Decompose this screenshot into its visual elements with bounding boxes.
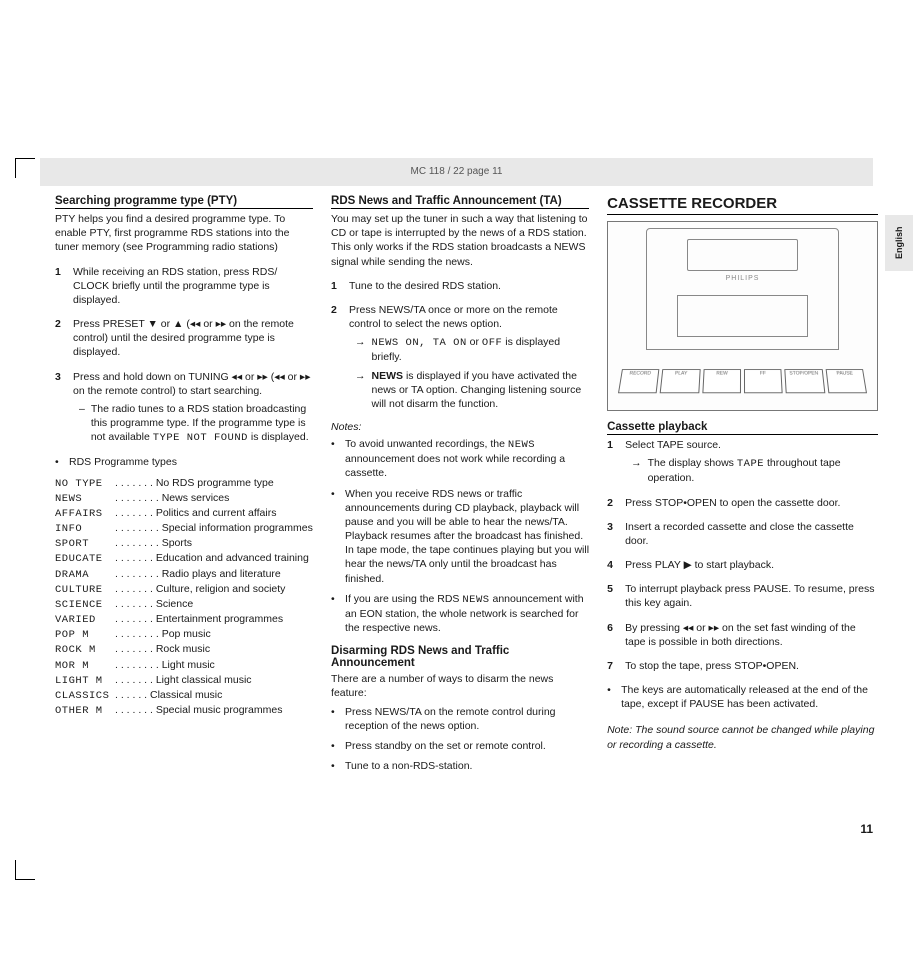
pty-step-3: 3 Press and hold down on TUNING ◂◂ or ▸▸… — [55, 370, 313, 446]
pty-step-2: 2 Press PRESET ▼ or ▲ (◂◂ or ▸▸ on the r… — [55, 317, 313, 360]
cassette-step-1: 1 Select TAPE source. The display shows … — [607, 438, 878, 486]
illus-button: PLAY — [660, 369, 700, 393]
step-substep: The radio tunes to a RDS station broadca… — [79, 402, 313, 446]
step-number: 3 — [55, 370, 65, 446]
rds-step-1: 1 Tune to the desired RDS station. — [331, 279, 589, 293]
page-number: 11 — [860, 822, 873, 836]
pty-row: DRAMA. . . . . . . . Radio plays and lit… — [55, 567, 313, 582]
step-text: Select TAPE source. The display shows TA… — [625, 438, 878, 486]
page-header: MC 118 / 22 page 11 — [40, 158, 873, 186]
device-illustration: PHILIPS RECORDPLAYREWFFSTOP/OPENPAUSE — [607, 221, 878, 411]
language-tab: English — [885, 215, 913, 271]
pty-row: VARIED. . . . . . . Entertainment progra… — [55, 612, 313, 627]
column-3: CASSETTE RECORDER PHILIPS RECORDPLAYREWF… — [607, 195, 878, 779]
cassette-bullet: The keys are automatically released at t… — [607, 683, 878, 711]
brand-label: PHILIPS — [726, 275, 760, 282]
cassette-step-5: 5 To interrupt playback press PAUSE. To … — [607, 582, 878, 610]
step-text: By pressing ◂◂ or ▸▸ on the set fast win… — [625, 621, 878, 649]
pty-row: NEWS. . . . . . . . News services — [55, 491, 313, 506]
step-text: Press and hold down on TUNING ◂◂ or ▸▸ (… — [73, 370, 313, 446]
pty-row: NO TYPE. . . . . . . No RDS programme ty… — [55, 476, 313, 491]
note-item: To avoid unwanted recordings, the NEWS a… — [331, 437, 589, 481]
rds-step-2: 2 Press NEWS/TA once or more on the remo… — [331, 303, 589, 411]
disarm-item: Press NEWS/TA on the remote control duri… — [331, 705, 589, 733]
pty-types-list: NO TYPE. . . . . . . No RDS programme ty… — [55, 476, 313, 719]
step-number: 2 — [331, 303, 341, 411]
pty-row: SPORT. . . . . . . . Sports — [55, 536, 313, 551]
step-number: 1 — [55, 265, 65, 308]
step-number: 2 — [607, 496, 617, 510]
pty-row: MOR M. . . . . . . . Light music — [55, 658, 313, 673]
cassette-note: Note: The sound source cannot be changed… — [607, 723, 878, 751]
crop-mark — [15, 860, 35, 880]
step-substep: The display shows TAPE throughout tape o… — [631, 456, 878, 485]
step-number: 4 — [607, 558, 617, 572]
cassette-step-6: 6 By pressing ◂◂ or ▸▸ on the set fast w… — [607, 621, 878, 649]
pty-row: OTHER M. . . . . . . Special music progr… — [55, 703, 313, 718]
step-number: 6 — [607, 621, 617, 649]
step-number: 1 — [607, 438, 617, 486]
pty-row: ROCK M. . . . . . . Rock music — [55, 642, 313, 657]
button-strip: RECORDPLAYREWFFSTOP/OPENPAUSE — [618, 369, 867, 393]
step-text: To stop the tape, press STOP•OPEN. — [625, 659, 878, 673]
note-item: If you are using the RDS NEWS announceme… — [331, 592, 589, 636]
illus-button: RECORD — [618, 369, 660, 393]
illus-button: REW — [702, 369, 741, 393]
step-text: Press PLAY ▶ to start playback. — [625, 558, 878, 572]
step-number: 1 — [331, 279, 341, 293]
cassette-step-2: 2 Press STOP•OPEN to open the cassette d… — [607, 496, 878, 510]
disarm-item: Tune to a non-RDS-station. — [331, 759, 589, 773]
step-number: 5 — [607, 582, 617, 610]
heading-pty: Searching programme type (PTY) — [55, 195, 313, 209]
rds-intro: You may set up the tuner in such a way t… — [331, 212, 589, 269]
pty-row: CLASSICS. . . . . . Classical music — [55, 688, 313, 703]
pty-step-1: 1 While receiving an RDS station, press … — [55, 265, 313, 308]
pty-row: EDUCATE. . . . . . . Education and advan… — [55, 551, 313, 566]
step-text: Press NEWS/TA once or more on the remote… — [349, 303, 589, 411]
step-substep: NEWS ON, TA ON or OFF is displayed brief… — [355, 335, 589, 364]
pty-row: POP M. . . . . . . . Pop music — [55, 627, 313, 642]
pty-row: SCIENCE. . . . . . . Science — [55, 597, 313, 612]
step-number: 7 — [607, 659, 617, 673]
notes-label: Notes: — [331, 421, 589, 433]
heading-rds-news: RDS News and Traffic Announcement (TA) — [331, 195, 589, 209]
step-text: While receiving an RDS station, press RD… — [73, 265, 313, 308]
step-number: 2 — [55, 317, 65, 360]
illus-button: PAUSE — [825, 369, 867, 393]
cassette-step-4: 4 Press PLAY ▶ to start playback. — [607, 558, 878, 572]
pty-row: LIGHT M. . . . . . . Light classical mus… — [55, 673, 313, 688]
pty-row: AFFAIRS. . . . . . . Politics and curren… — [55, 506, 313, 521]
step-text: To interrupt playback press PAUSE. To re… — [625, 582, 878, 610]
step-text: Press PRESET ▼ or ▲ (◂◂ or ▸▸ on the rem… — [73, 317, 313, 360]
cassette-step-7: 7 To stop the tape, press STOP•OPEN. — [607, 659, 878, 673]
pty-row: INFO. . . . . . . . Special information … — [55, 521, 313, 536]
step-text: Press STOP•OPEN to open the cassette doo… — [625, 496, 878, 510]
pty-intro: PTY helps you find a desired programme t… — [55, 212, 313, 255]
disarm-item: Press standby on the set or remote contr… — [331, 739, 589, 753]
disarm-intro: There are a number of ways to disarm the… — [331, 672, 589, 700]
step-number: 3 — [607, 520, 617, 548]
cassette-step-3: 3 Insert a recorded cassette and close t… — [607, 520, 878, 548]
note-item: When you receive RDS news or traffic ann… — [331, 487, 589, 586]
pty-types-header: RDS Programme types — [55, 455, 313, 469]
page-content: Searching programme type (PTY) PTY helps… — [55, 195, 878, 779]
step-substep: NEWS is displayed if you have activated … — [355, 369, 589, 412]
column-1: Searching programme type (PTY) PTY helps… — [55, 195, 313, 779]
step-text: Insert a recorded cassette and close the… — [625, 520, 878, 548]
pty-row: CULTURE. . . . . . . Culture, religion a… — [55, 582, 313, 597]
heading-cassette-playback: Cassette playback — [607, 421, 878, 435]
section-title-cassette: CASSETTE RECORDER — [607, 195, 878, 215]
illus-button: FF — [744, 369, 783, 393]
crop-mark — [15, 158, 35, 178]
column-2: RDS News and Traffic Announcement (TA) Y… — [331, 195, 589, 779]
illus-button: STOP/OPEN — [785, 369, 825, 393]
step-text: Tune to the desired RDS station. — [349, 279, 589, 293]
heading-disarm: Disarming RDS News and Traffic Announcem… — [331, 645, 589, 669]
